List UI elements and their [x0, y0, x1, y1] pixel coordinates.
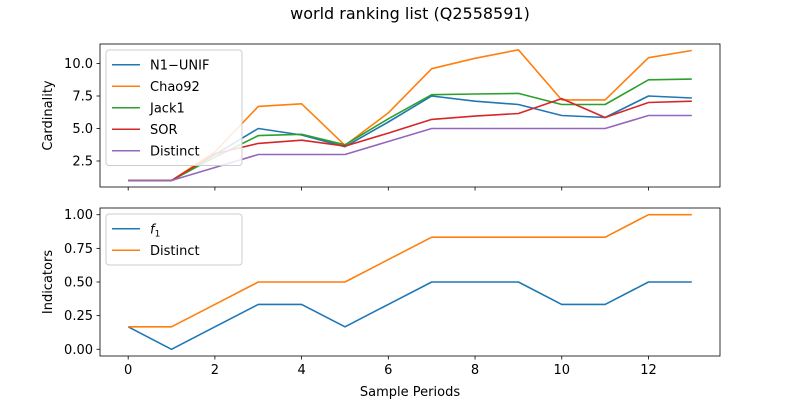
- y-tick-label: 0.75: [64, 242, 93, 257]
- x-tick-label: 0: [124, 363, 132, 378]
- legend-label: Distinct: [150, 244, 200, 259]
- y-tick-label: 7.5: [72, 90, 93, 105]
- panels: 2.5 5.0 7.5 10.0 Cardinality N1−UNIF Chao92 Jac…: [41, 43, 721, 378]
- x-tick-label: 4: [297, 363, 305, 378]
- legend-frame: [105, 213, 243, 266]
- y-tick-label: 2.5: [72, 155, 93, 170]
- x-axis-label: Sample Periods: [360, 385, 460, 400]
- y-tick-label: 0.25: [64, 309, 93, 324]
- series-line-2-2: [128, 213, 692, 328]
- x-tick-label: 6: [384, 363, 392, 378]
- y-axis-label: Cardinality: [41, 80, 56, 151]
- legend-label: f1: [150, 222, 160, 239]
- y-tick-label: 5.0: [72, 122, 93, 137]
- y-axis-label: Indicators: [41, 250, 56, 314]
- axes-frame: [99, 43, 721, 188]
- legend-label: Chao92: [150, 80, 200, 95]
- legend-label: SOR: [150, 123, 178, 138]
- panel-1: 2.5 5.0 7.5 10.0 Cardinality N1−UNIF Chao92 Jac…: [41, 43, 721, 191]
- y-tick-label: 10.0: [64, 57, 93, 72]
- y-tick-label: 0.00: [64, 343, 93, 358]
- y-tick-label: 1.00: [64, 208, 93, 223]
- x-tick-label: 8: [471, 363, 479, 378]
- x-tick-label: 12: [640, 363, 657, 378]
- legend-label: Jack1: [149, 101, 185, 116]
- legend: f1 Distinct: [105, 213, 243, 266]
- legend-label: N1−UNIF: [150, 58, 209, 73]
- y-tick-label: 0.50: [64, 276, 93, 291]
- x-tick-label: 10: [553, 363, 570, 378]
- panel-2: 0.00 0.25 0.50 0.75 1.00 0 2 4 6 8 10 12 Indicators f…: [41, 207, 721, 378]
- series-line-2-1: [127, 281, 692, 351]
- legend: N1−UNIF Chao92 Jack1 SOR Distinct: [105, 49, 243, 166]
- legend-label: Distinct: [150, 144, 200, 159]
- x-tick-label: 2: [211, 363, 219, 378]
- chart-title: world ranking list (Q2558591): [290, 4, 530, 23]
- legend-frame: [105, 49, 243, 166]
